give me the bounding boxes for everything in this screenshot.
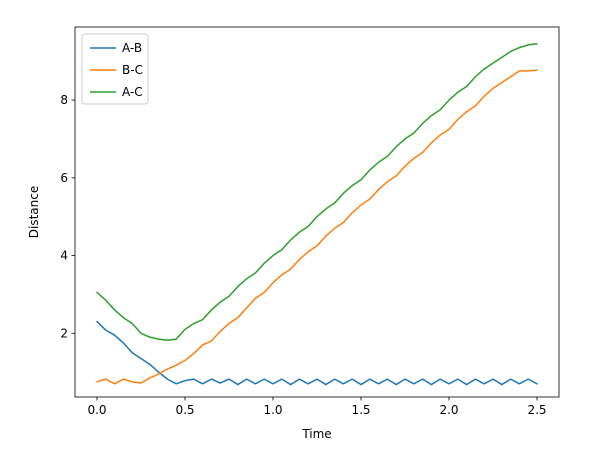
x-tick-label: 1.0 — [263, 403, 282, 417]
x-tick-label: 0.0 — [87, 403, 106, 417]
series-line-b-c — [96, 69, 538, 385]
x-tick-label: 0.5 — [175, 403, 194, 417]
y-axis-label: Distance — [27, 186, 41, 238]
x-axis-label: Time — [301, 427, 331, 441]
y-tick-label: 4 — [60, 249, 68, 263]
series-line-a-c — [96, 42, 538, 342]
x-tick-label: 2.0 — [439, 403, 458, 417]
y-tick-label: 8 — [60, 93, 68, 107]
legend-box — [81, 33, 149, 105]
y-tick-label: 2 — [60, 326, 68, 340]
x-tick-label: 2.5 — [527, 403, 546, 417]
series-layer — [96, 42, 538, 386]
legend-label-a-c: A-C — [122, 85, 143, 99]
legend-label-a-b: A-B — [122, 41, 142, 55]
legend: A-B B-C A-C — [81, 33, 149, 105]
y-tick-label: 6 — [60, 171, 68, 185]
legend-label-b-c: B-C — [122, 63, 143, 77]
x-tick-label: 1.5 — [351, 403, 370, 417]
axes-layer: 0.0 0.5 1.0 1.5 2.0 2.5 2 4 6 8 — [60, 26, 560, 417]
series-line-a-b — [96, 320, 538, 386]
axes-frame — [74, 26, 560, 398]
